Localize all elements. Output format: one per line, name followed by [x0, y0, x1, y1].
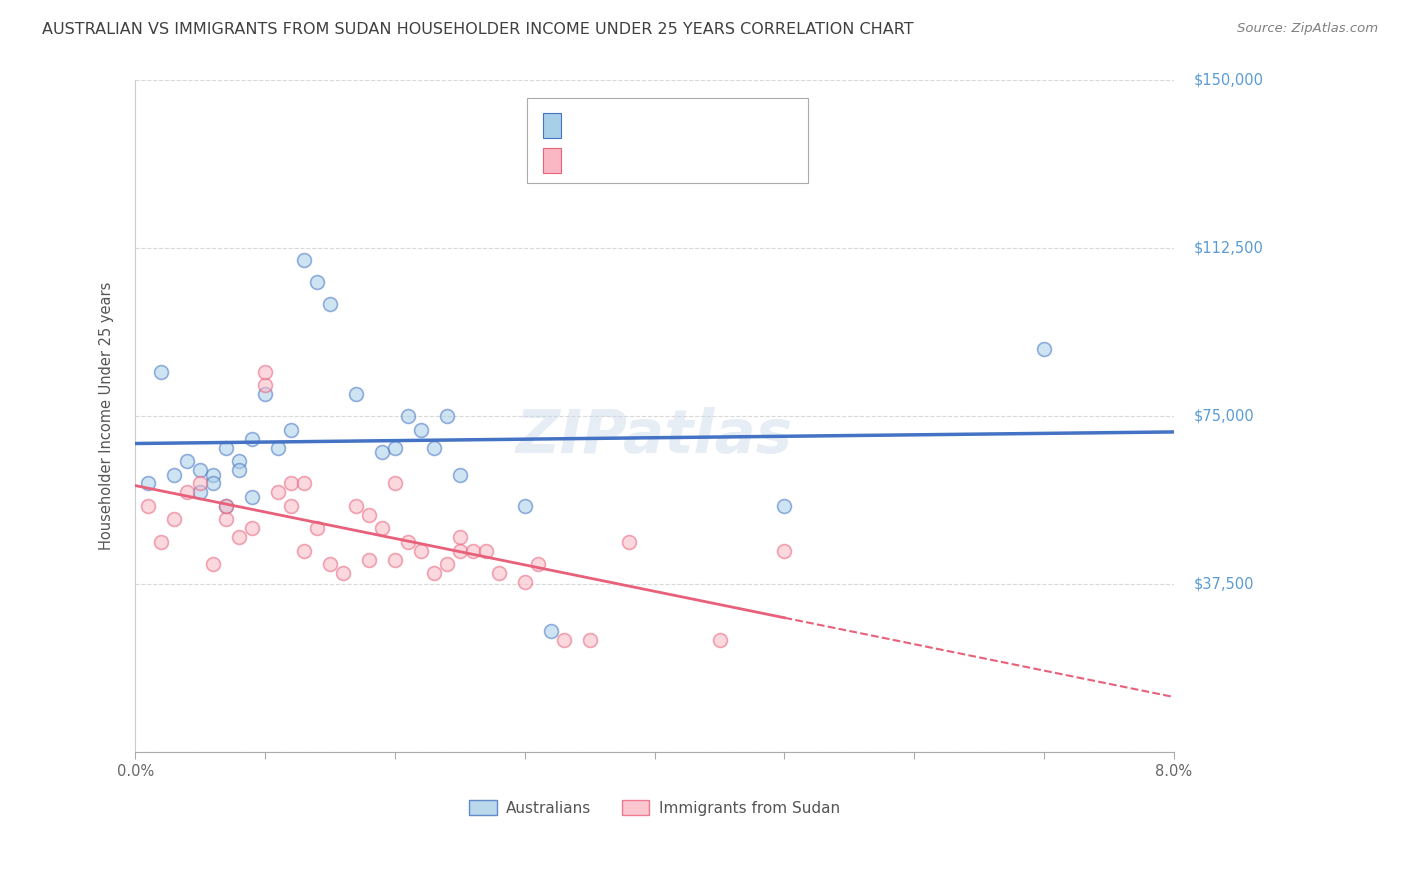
Point: [617, 534, 640, 549]
Text: N =: N =: [638, 154, 681, 169]
Point: [176, 454, 198, 468]
Point: [215, 499, 238, 513]
Point: [449, 467, 471, 482]
Text: $75,000: $75,000: [1194, 409, 1254, 424]
Point: [240, 521, 263, 535]
Point: [228, 463, 250, 477]
Point: [136, 476, 159, 491]
Text: ZIPatlas: ZIPatlas: [516, 407, 793, 466]
Point: [357, 552, 380, 566]
Text: 0.254: 0.254: [591, 120, 637, 135]
Text: $37,500: $37,500: [1194, 577, 1254, 591]
Point: [540, 624, 562, 639]
Point: [292, 543, 315, 558]
Point: [188, 476, 211, 491]
Point: [188, 485, 211, 500]
Point: [526, 557, 548, 571]
Point: [773, 499, 796, 513]
Point: [292, 476, 315, 491]
Point: [1033, 342, 1056, 356]
Text: $150,000: $150,000: [1194, 73, 1264, 88]
Text: 32: 32: [664, 120, 683, 135]
Point: [215, 512, 238, 526]
Point: [513, 574, 536, 589]
Point: [228, 454, 250, 468]
Point: [436, 409, 458, 424]
Text: R =: R =: [568, 120, 599, 135]
Point: [371, 445, 394, 459]
Point: [396, 534, 419, 549]
Point: [578, 633, 600, 648]
Point: [280, 476, 302, 491]
Point: [513, 499, 536, 513]
Point: [176, 485, 198, 500]
Point: [423, 566, 446, 580]
Point: [319, 297, 342, 311]
Point: [150, 365, 173, 379]
Point: [305, 521, 328, 535]
Point: [488, 566, 510, 580]
Point: [267, 485, 290, 500]
Point: [319, 557, 342, 571]
Text: $112,500: $112,500: [1194, 241, 1264, 256]
Point: [254, 387, 277, 401]
Point: [267, 441, 290, 455]
Point: [202, 557, 225, 571]
Point: [773, 543, 796, 558]
Point: [163, 467, 186, 482]
Point: [423, 441, 446, 455]
Point: [254, 378, 277, 392]
Legend: Australians, Immigrants from Sudan: Australians, Immigrants from Sudan: [464, 794, 846, 822]
Point: [215, 499, 238, 513]
Text: AUSTRALIAN VS IMMIGRANTS FROM SUDAN HOUSEHOLDER INCOME UNDER 25 YEARS CORRELATIO: AUSTRALIAN VS IMMIGRANTS FROM SUDAN HOUS…: [42, 22, 914, 37]
Point: [461, 543, 484, 558]
Point: [449, 530, 471, 544]
Point: [436, 557, 458, 571]
Point: [240, 432, 263, 446]
Point: [280, 499, 302, 513]
Point: [136, 499, 159, 513]
Point: [202, 476, 225, 491]
Text: N =: N =: [628, 120, 671, 135]
Point: [202, 467, 225, 482]
Point: [163, 512, 186, 526]
Text: R =: R =: [568, 154, 599, 169]
Point: [396, 409, 419, 424]
Point: [344, 499, 367, 513]
Y-axis label: Householder Income Under 25 years: Householder Income Under 25 years: [100, 282, 114, 550]
Point: [240, 490, 263, 504]
Point: [228, 530, 250, 544]
Point: [254, 365, 277, 379]
Point: [344, 387, 367, 401]
Point: [384, 552, 406, 566]
Text: 42: 42: [673, 154, 693, 169]
Point: [475, 543, 498, 558]
Point: [150, 534, 173, 549]
Text: -0.194: -0.194: [591, 154, 643, 169]
Point: [709, 633, 731, 648]
Point: [409, 543, 432, 558]
Point: [449, 543, 471, 558]
Point: [305, 275, 328, 289]
Point: [280, 423, 302, 437]
Point: [188, 463, 211, 477]
Point: [292, 252, 315, 267]
Text: Source: ZipAtlas.com: Source: ZipAtlas.com: [1237, 22, 1378, 36]
Point: [553, 633, 575, 648]
Point: [384, 476, 406, 491]
Point: [215, 441, 238, 455]
Point: [409, 423, 432, 437]
Point: [384, 441, 406, 455]
Point: [371, 521, 394, 535]
Point: [357, 508, 380, 522]
Point: [332, 566, 354, 580]
